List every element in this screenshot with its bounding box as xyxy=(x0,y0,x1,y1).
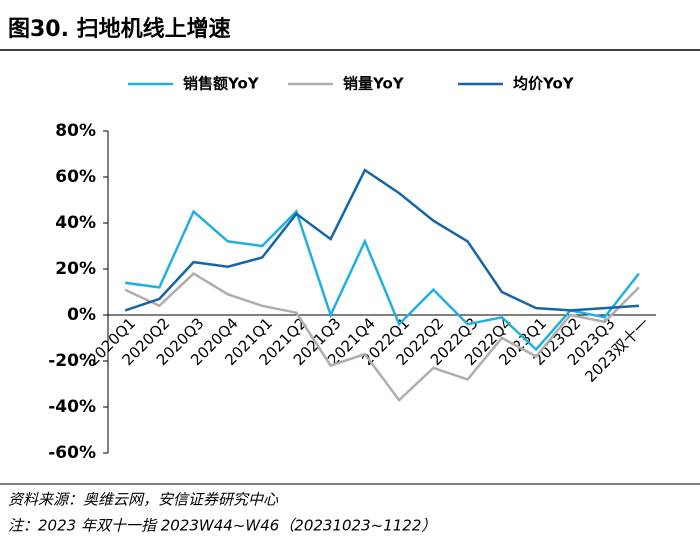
y-tick-label: 60% xyxy=(55,167,96,187)
y-tick-label: 0% xyxy=(67,305,96,325)
y-tick-label: -40% xyxy=(48,397,96,417)
y-tick-label: -60% xyxy=(48,443,96,463)
series-line xyxy=(124,272,640,402)
series-line xyxy=(124,168,639,312)
legend-label: 销售额YoY xyxy=(183,75,260,93)
y-tick-label: 20% xyxy=(55,259,96,279)
chart-title: 图30. 扫地机线上增速 xyxy=(8,16,231,42)
y-tick-label: 80% xyxy=(55,121,96,141)
legend-label: 销量YoY xyxy=(343,75,405,93)
note: 注：2023 年双十一指 2023W44~W46（20231023~1122） xyxy=(8,517,436,535)
series-line xyxy=(124,209,640,352)
legend-label: 均价YoY xyxy=(513,75,575,93)
y-tick-label: -20% xyxy=(48,351,96,371)
y-tick-label: 40% xyxy=(55,213,96,233)
source: 资料来源：奥维云网，安信证券研究中心 xyxy=(8,491,279,509)
